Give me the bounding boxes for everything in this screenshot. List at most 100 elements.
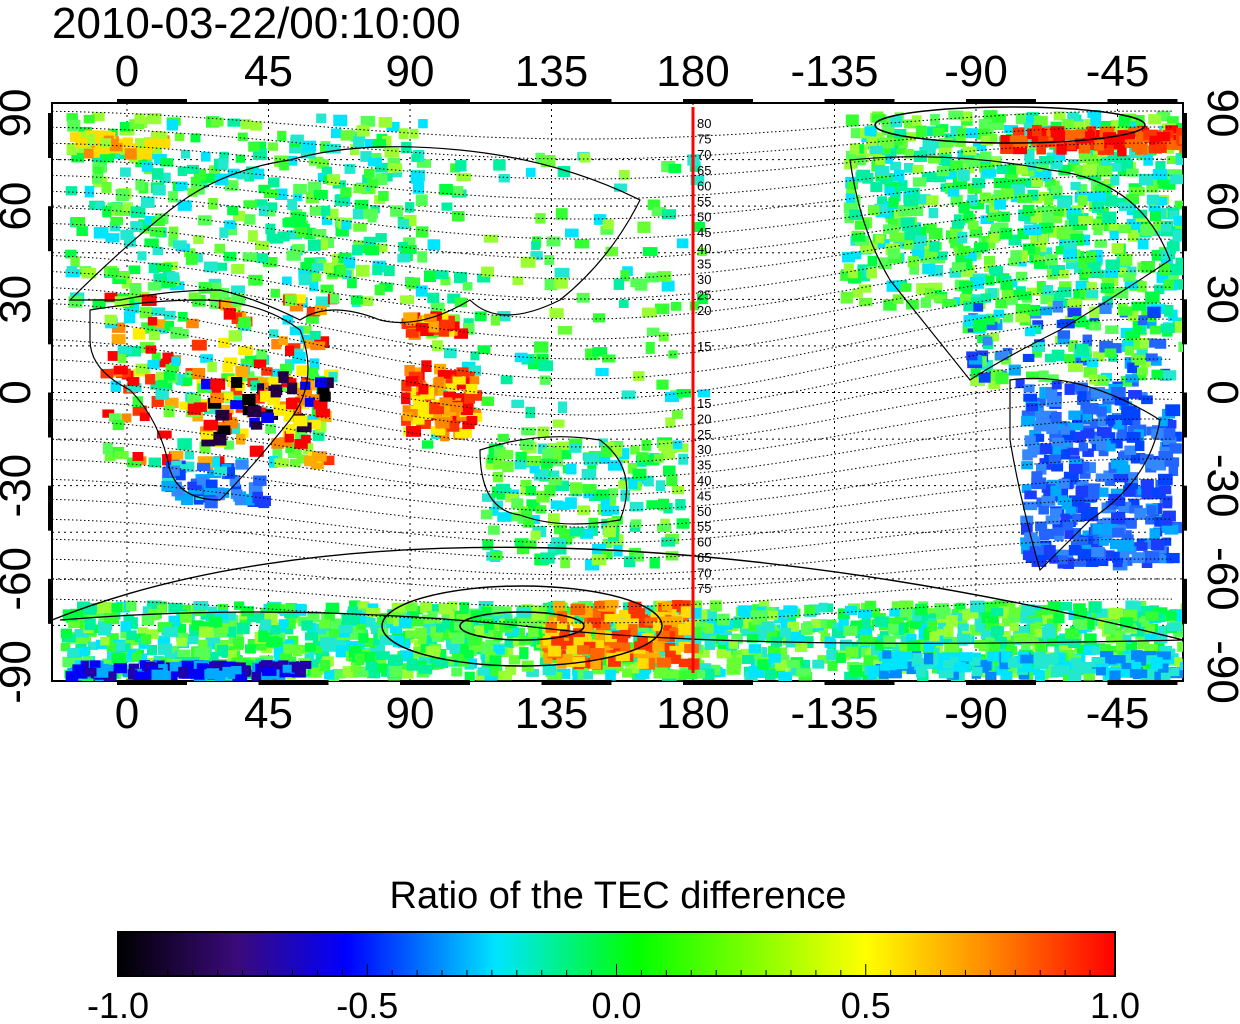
- contour-label-south: 15: [697, 396, 711, 411]
- contour-line: [52, 302, 1173, 380]
- tec-pixel: [1124, 445, 1137, 455]
- tec-pixel: [70, 256, 80, 268]
- tec-pixel: [137, 143, 148, 156]
- tec-pixel: [1089, 129, 1103, 140]
- tec-pixel: [864, 600, 877, 611]
- tec-pixel: [76, 226, 88, 236]
- tec-pixel: [104, 292, 118, 303]
- tec-pixel: [985, 238, 996, 249]
- tec-pixel: [415, 194, 428, 207]
- tec-pixel: [629, 501, 644, 512]
- tec-pixel: [630, 519, 642, 528]
- tec-pixel: [84, 185, 95, 198]
- tec-pixel: [1156, 131, 1171, 142]
- tec-pixel: [1156, 110, 1171, 122]
- tec-pixel: [215, 610, 229, 620]
- tec-pixel: [702, 668, 715, 681]
- tec-pixel: [235, 433, 246, 445]
- tec-pixel: [987, 612, 999, 624]
- tec-pixel: [1004, 602, 1016, 614]
- tec-pixel: [630, 445, 640, 455]
- tec-pixel: [603, 525, 616, 538]
- tec-pixel: [1039, 306, 1053, 316]
- tec-pixel: [1153, 227, 1166, 237]
- tec-pixel: [1059, 281, 1072, 292]
- tec-pixel: [171, 356, 181, 367]
- tec-pixel: [258, 630, 269, 643]
- tec-pixel: [661, 280, 675, 292]
- tec-pixel: [177, 166, 188, 176]
- tec-pixel: [899, 607, 914, 618]
- tec-pixel: [173, 240, 187, 249]
- tec-pixel: [463, 322, 475, 335]
- tec-pixel: [150, 380, 164, 390]
- tec-pixel: [1021, 461, 1033, 470]
- tec-pixel: [127, 377, 140, 386]
- tec-pixel: [1071, 657, 1082, 669]
- tec-pixel: [1154, 613, 1166, 623]
- contour-label-north: 40: [697, 241, 711, 256]
- tec-pixel: [313, 189, 328, 200]
- tec-pixel: [671, 486, 685, 495]
- tec-pixel: [295, 427, 308, 440]
- tec-pixel: [569, 482, 583, 494]
- tec-pixel: [1068, 463, 1083, 474]
- tec-pixel: [321, 205, 331, 216]
- tec-pixel: [675, 498, 686, 511]
- tec-pixel: [960, 652, 973, 662]
- tec-pixel: [135, 363, 151, 375]
- tec-pixel: [489, 506, 499, 516]
- tec-pixel: [670, 301, 682, 311]
- tec-pixel: [1074, 431, 1086, 443]
- tec-pixel: [465, 383, 478, 394]
- tec-pixel: [950, 125, 963, 138]
- tec-pixel: [1035, 169, 1048, 182]
- tec-pixel: [177, 649, 191, 660]
- tec-pixel: [955, 254, 965, 265]
- tec-pixel: [338, 624, 353, 634]
- tec-pixel: [242, 393, 256, 406]
- tec-pixel: [963, 315, 976, 327]
- tec-pixel: [477, 667, 490, 676]
- tec-pixel: [1021, 545, 1033, 555]
- tec-pixel: [104, 314, 117, 325]
- tec-pixel: [998, 606, 1010, 615]
- tec-pixel: [264, 207, 276, 217]
- tec-pixel: [336, 264, 346, 277]
- tec-pixel: [420, 401, 431, 414]
- tec-pixel: [377, 627, 389, 640]
- tec-pixel: [690, 626, 702, 639]
- tec-pixel: [66, 266, 78, 275]
- tec-pixel: [199, 626, 214, 638]
- tec-pixel: [116, 641, 126, 652]
- tec-pixel: [1109, 230, 1119, 241]
- contour-line: [52, 598, 1173, 624]
- tec-pixel: [1091, 657, 1107, 668]
- tec-pixel: [985, 671, 997, 681]
- tec-pixel: [210, 288, 220, 300]
- tec-pixel: [270, 368, 282, 378]
- tec-pixel: [574, 239, 590, 249]
- tec-pixel: [1097, 617, 1111, 629]
- tec-pixel: [469, 618, 482, 627]
- tec-pixel: [1043, 545, 1056, 556]
- tec-pixel: [1161, 520, 1172, 532]
- tec-pixel: [855, 155, 866, 166]
- tec-pixel: [546, 236, 561, 247]
- tec-pixel: [957, 623, 969, 635]
- tec-pixel: [1141, 488, 1153, 500]
- tec-pixel: [645, 341, 655, 354]
- tec-pixel: [236, 428, 249, 438]
- tec-pixel: [644, 617, 658, 626]
- tec-pixel: [1141, 395, 1153, 405]
- tec-pixel: [442, 619, 455, 631]
- tec-pixel: [537, 426, 550, 438]
- tec-pixel: [1102, 211, 1117, 224]
- tec-pixel: [1146, 184, 1159, 193]
- latitude-label: 0: [0, 380, 40, 404]
- tec-pixel: [144, 629, 159, 639]
- tec-pixel: [1076, 184, 1088, 194]
- contour-label-north: 75: [697, 132, 711, 147]
- tec-pixel: [309, 279, 319, 292]
- tec-pixel: [1160, 670, 1171, 681]
